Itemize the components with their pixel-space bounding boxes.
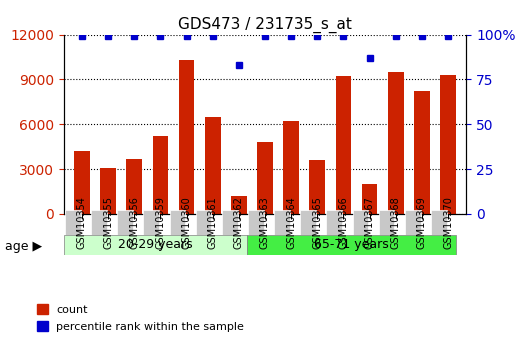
Text: GSM10362: GSM10362 <box>234 196 244 249</box>
Bar <box>310 160 325 214</box>
FancyBboxPatch shape <box>248 210 264 235</box>
Bar <box>388 72 404 214</box>
Text: GSM10365: GSM10365 <box>312 196 322 249</box>
FancyBboxPatch shape <box>246 235 456 255</box>
Bar <box>335 76 351 214</box>
Text: 20-29 years: 20-29 years <box>118 238 192 252</box>
FancyBboxPatch shape <box>144 210 159 235</box>
FancyBboxPatch shape <box>326 210 342 235</box>
Text: GSM10364: GSM10364 <box>286 196 296 249</box>
Text: GSM10370: GSM10370 <box>443 196 453 249</box>
Text: GSM10354: GSM10354 <box>77 196 87 249</box>
FancyBboxPatch shape <box>431 210 447 235</box>
Bar <box>179 60 195 214</box>
Bar <box>153 136 168 214</box>
Bar <box>100 168 116 214</box>
Text: GSM10361: GSM10361 <box>208 196 218 249</box>
Bar <box>440 75 456 214</box>
Bar <box>231 196 246 214</box>
FancyBboxPatch shape <box>222 210 237 235</box>
Text: GSM10366: GSM10366 <box>339 196 348 249</box>
FancyBboxPatch shape <box>352 210 368 235</box>
Text: GSM10359: GSM10359 <box>155 196 165 249</box>
Text: GSM10356: GSM10356 <box>129 196 139 249</box>
Text: GSM10363: GSM10363 <box>260 196 270 249</box>
Text: GSM10355: GSM10355 <box>103 196 113 249</box>
Text: GSM10369: GSM10369 <box>417 196 427 249</box>
FancyBboxPatch shape <box>117 210 133 235</box>
Text: 65-71 years: 65-71 years <box>314 238 388 252</box>
FancyBboxPatch shape <box>91 210 107 235</box>
Bar <box>284 121 299 214</box>
Text: GSM10368: GSM10368 <box>391 196 401 249</box>
Legend: count, percentile rank within the sample: count, percentile rank within the sample <box>32 300 249 336</box>
Text: GSM10367: GSM10367 <box>365 196 375 249</box>
FancyBboxPatch shape <box>301 210 316 235</box>
Text: GSM10360: GSM10360 <box>182 196 191 249</box>
Title: GDS473 / 231735_s_at: GDS473 / 231735_s_at <box>178 17 352 33</box>
Bar <box>362 184 377 214</box>
FancyBboxPatch shape <box>379 210 394 235</box>
FancyBboxPatch shape <box>65 210 81 235</box>
Bar <box>126 159 142 214</box>
FancyBboxPatch shape <box>170 210 185 235</box>
FancyBboxPatch shape <box>405 210 421 235</box>
Text: age ▶: age ▶ <box>5 240 42 253</box>
FancyBboxPatch shape <box>274 210 290 235</box>
FancyBboxPatch shape <box>64 235 246 255</box>
FancyBboxPatch shape <box>196 210 211 235</box>
Bar <box>414 91 430 214</box>
Bar <box>74 151 90 214</box>
Bar <box>205 117 220 214</box>
Bar <box>257 142 273 214</box>
